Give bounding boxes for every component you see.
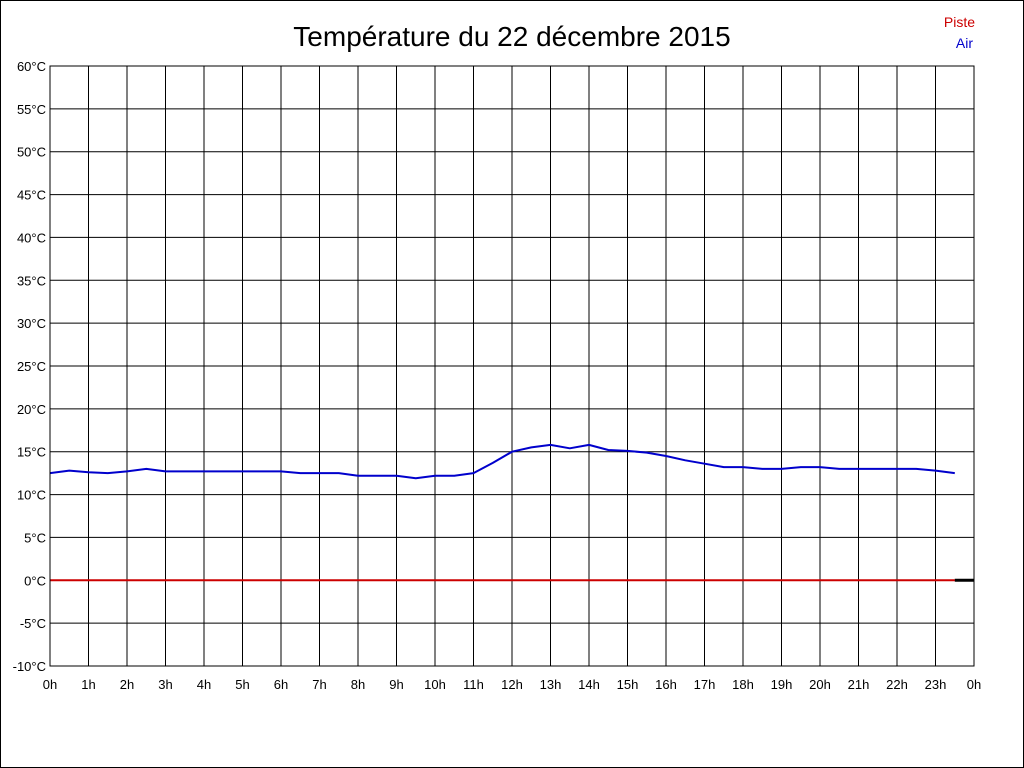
y-tick-label: 55°C [17, 102, 46, 117]
y-tick-label: -10°C [13, 659, 46, 674]
x-tick-label: 12h [501, 677, 523, 692]
grid [49, 65, 975, 667]
x-tick-label: 0h [43, 677, 57, 692]
series-lines [49, 443, 974, 582]
x-tick-label: 16h [655, 677, 677, 692]
y-tick-label: 0°C [24, 573, 46, 588]
x-tick-label: 17h [694, 677, 716, 692]
x-tick-label: 23h [925, 677, 947, 692]
plot-area [49, 65, 975, 667]
y-tick-label: 10°C [17, 488, 46, 503]
x-tick-label: 18h [732, 677, 754, 692]
y-tick-label: 40°C [17, 230, 46, 245]
x-tick-label: 1h [81, 677, 95, 692]
x-tick-label: 8h [351, 677, 365, 692]
y-tick-label: 15°C [17, 445, 46, 460]
y-tick-label: 5°C [24, 530, 46, 545]
legend-air: Air [956, 35, 973, 51]
x-tick-label: 22h [886, 677, 908, 692]
x-tick-label: 10h [424, 677, 446, 692]
series-line-air [49, 443, 955, 480]
x-tick-label: 2h [120, 677, 134, 692]
y-axis-ticks: -10°C -5°C 0°C 5°C 10°C 15°C 20°C 25°C 30°C 35°C 4… [13, 59, 46, 674]
legend-piste: Piste [944, 14, 975, 30]
x-tick-label: 14h [578, 677, 600, 692]
x-tick-label: 19h [771, 677, 793, 692]
y-tick-label: 50°C [17, 145, 46, 160]
x-tick-label: 21h [848, 677, 870, 692]
x-tick-label: 4h [197, 677, 211, 692]
y-tick-label: 35°C [17, 273, 46, 288]
chart-title: Température du 22 décembre 2015 [293, 21, 730, 52]
x-tick-label: 7h [312, 677, 326, 692]
x-tick-label: 9h [389, 677, 403, 692]
y-tick-label: -5°C [20, 616, 46, 631]
x-tick-label: 11h [463, 677, 484, 692]
y-tick-label: 20°C [17, 402, 46, 417]
x-tick-label: 0h [967, 677, 981, 692]
x-tick-label: 15h [617, 677, 639, 692]
x-tick-label: 5h [235, 677, 249, 692]
y-tick-label: 25°C [17, 359, 46, 374]
y-tick-label: 45°C [17, 188, 46, 203]
y-tick-label: 30°C [17, 316, 46, 331]
y-tick-label: 60°C [17, 59, 46, 74]
x-axis-ticks: 0h 1h 2h 3h 4h 5h 6h 7h 8h 9h 10h 11h 12h 13h 14h 15h 16… [43, 677, 981, 692]
x-tick-label: 13h [540, 677, 562, 692]
x-tick-label: 6h [274, 677, 288, 692]
x-tick-label: 3h [158, 677, 172, 692]
x-tick-label: 20h [809, 677, 831, 692]
